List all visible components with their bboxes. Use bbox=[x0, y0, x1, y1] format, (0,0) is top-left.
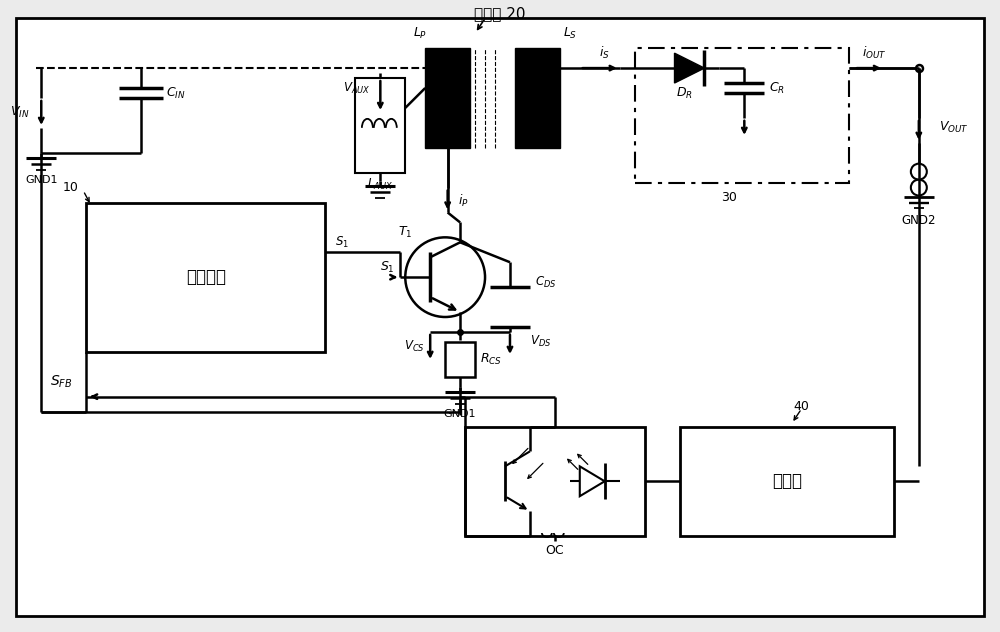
Text: $L_{AUX}$: $L_{AUX}$ bbox=[367, 177, 393, 192]
Text: GND2: GND2 bbox=[902, 214, 936, 227]
Text: 30: 30 bbox=[721, 191, 737, 204]
Text: $C_{IN}$: $C_{IN}$ bbox=[166, 85, 186, 100]
Text: $V_{CS}$: $V_{CS}$ bbox=[404, 339, 425, 355]
Text: GND1: GND1 bbox=[444, 408, 476, 418]
Text: $L_P$: $L_P$ bbox=[413, 26, 427, 41]
Text: $i_{OUT}$: $i_{OUT}$ bbox=[862, 45, 886, 61]
Text: $C_{DS}$: $C_{DS}$ bbox=[535, 274, 556, 289]
Text: $L_S$: $L_S$ bbox=[563, 26, 577, 41]
Text: $i_P$: $i_P$ bbox=[458, 193, 468, 209]
FancyBboxPatch shape bbox=[680, 427, 894, 536]
Bar bbox=[425, 48, 470, 148]
Text: GND1: GND1 bbox=[25, 174, 58, 185]
Polygon shape bbox=[675, 53, 704, 83]
Text: $C_R$: $C_R$ bbox=[769, 80, 785, 95]
Text: 滤波器: 滤波器 bbox=[772, 472, 802, 490]
Text: $D_R$: $D_R$ bbox=[676, 85, 693, 100]
Text: $S_1$: $S_1$ bbox=[335, 234, 349, 250]
Text: $V_{DS}$: $V_{DS}$ bbox=[530, 334, 551, 349]
FancyBboxPatch shape bbox=[465, 427, 645, 536]
Text: $S_1$: $S_1$ bbox=[380, 260, 395, 275]
Text: $V_{AUX}$: $V_{AUX}$ bbox=[343, 80, 370, 95]
Text: $V_{OUT}$: $V_{OUT}$ bbox=[939, 120, 969, 135]
Text: $R_{CS}$: $R_{CS}$ bbox=[480, 352, 502, 367]
Text: 变压器 20: 变压器 20 bbox=[474, 6, 526, 21]
Polygon shape bbox=[580, 466, 605, 496]
Text: $S_{FB}$: $S_{FB}$ bbox=[50, 374, 72, 390]
Bar bbox=[445, 342, 475, 377]
Text: $V_{IN}$: $V_{IN}$ bbox=[10, 106, 29, 121]
Bar bbox=[515, 48, 560, 148]
FancyBboxPatch shape bbox=[86, 202, 325, 352]
Text: $T_1$: $T_1$ bbox=[398, 225, 412, 240]
Text: $i_S$: $i_S$ bbox=[599, 45, 610, 61]
Text: 40: 40 bbox=[794, 400, 810, 413]
FancyBboxPatch shape bbox=[16, 18, 984, 616]
Text: 控制电路: 控制电路 bbox=[186, 268, 226, 286]
Bar bbox=[355, 78, 405, 173]
Text: 10: 10 bbox=[62, 181, 78, 194]
Text: OC: OC bbox=[546, 544, 564, 557]
